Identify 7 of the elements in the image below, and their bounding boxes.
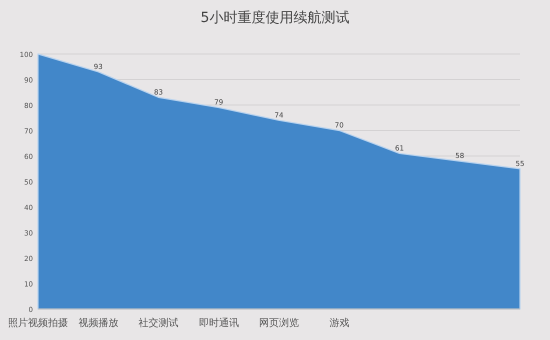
x-tick-label: 视频播放 xyxy=(78,317,118,329)
x-tick-label: 社交测试 xyxy=(138,317,178,329)
x-tick-label: 即时通讯 xyxy=(198,317,239,329)
x-tick-label: 游戏 xyxy=(329,317,350,329)
chart-title: 5小时重度使用续航测试 xyxy=(200,10,350,26)
x-tick-label: 照片视频拍摄 xyxy=(8,317,68,329)
x-tick-label: 网页浏览 xyxy=(259,317,299,329)
